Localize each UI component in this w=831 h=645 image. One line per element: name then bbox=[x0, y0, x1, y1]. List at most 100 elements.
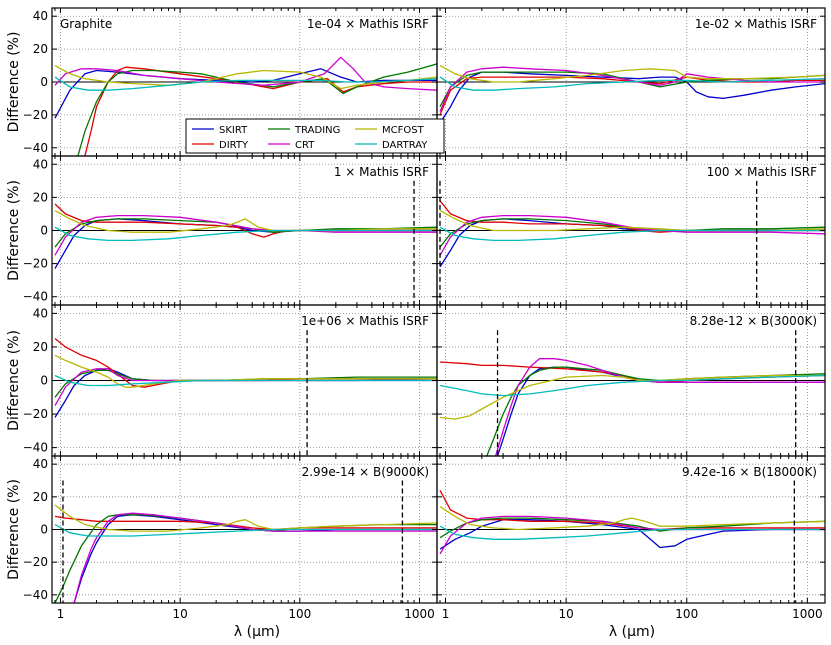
y-tick-label: 0 bbox=[40, 75, 48, 89]
y-tick-label: 0 bbox=[40, 224, 48, 238]
legend-label-dartray: DARTRAY bbox=[382, 140, 428, 151]
series-line-dirty bbox=[54, 515, 437, 531]
x-tick-label: 1 bbox=[442, 607, 450, 621]
y-tick-label: −20 bbox=[23, 257, 48, 271]
grid bbox=[437, 8, 825, 156]
y-tick-label: −20 bbox=[23, 555, 48, 569]
grid bbox=[437, 156, 825, 305]
y-tick-label: 0 bbox=[40, 374, 48, 388]
series-line-crt bbox=[54, 368, 437, 407]
y-tick-label: 40 bbox=[33, 457, 48, 471]
y-tick-label: 20 bbox=[33, 340, 48, 354]
legend-entry-dirty: DIRTY bbox=[192, 140, 249, 151]
panel-title: 1e+06 × Mathis ISRF bbox=[301, 314, 429, 328]
series-group bbox=[439, 200, 825, 268]
x-axis-label-left: λ (μm) bbox=[234, 624, 280, 640]
series-line-mcfost bbox=[54, 504, 437, 532]
legend-label-trading: TRADING bbox=[294, 125, 340, 136]
y-tick-label: −40 bbox=[23, 141, 48, 155]
series-line-mcfost bbox=[439, 65, 825, 83]
legend-entry-dartray: DARTRAY bbox=[355, 140, 428, 151]
ticks bbox=[52, 456, 437, 603]
series-line-dartray bbox=[54, 524, 437, 537]
y-axis-label: Difference (%) bbox=[6, 479, 22, 580]
series-group bbox=[54, 504, 437, 603]
panel-title: 9.42e-16 × B(18000K) bbox=[682, 465, 817, 479]
legend: SKIRT TRADING MCFOST DIRTY CRT DARTRAY bbox=[185, 118, 445, 154]
series-line-trading bbox=[439, 218, 825, 248]
series-line-skirt bbox=[439, 218, 825, 268]
legend-entry-crt: CRT bbox=[268, 140, 315, 151]
y-tick-label: −40 bbox=[23, 441, 48, 455]
x-tick-label: 100 bbox=[675, 607, 698, 621]
series-line-mcfost bbox=[439, 506, 825, 531]
series-line-skirt bbox=[439, 71, 825, 124]
series-line-trading bbox=[54, 218, 437, 248]
series-group bbox=[54, 56, 437, 156]
series-group bbox=[439, 65, 825, 124]
x-tick-label: 1 bbox=[57, 607, 65, 621]
legend-label-crt: CRT bbox=[295, 140, 315, 151]
legend-label-mcfost: MCFOST bbox=[382, 125, 425, 136]
series-group bbox=[439, 358, 825, 456]
x-tick-label: 100 bbox=[288, 607, 311, 621]
series-line-dartray bbox=[54, 374, 437, 387]
series-line-dartray bbox=[54, 76, 437, 91]
series-line-dartray bbox=[54, 226, 437, 242]
series-line-crt bbox=[73, 512, 437, 603]
panel-title: 1 × Mathis ISRF bbox=[334, 165, 429, 179]
ticks bbox=[437, 156, 825, 305]
series-line-mcfost bbox=[54, 65, 437, 90]
panel-2: 1e-02 × Mathis ISRF bbox=[436, 7, 826, 157]
y-axis-label: Difference (%) bbox=[6, 180, 22, 281]
y-tick-label: −20 bbox=[23, 108, 48, 122]
panel-7: −40 −20 0 20 40 1 10 100 1000 2.99e-14 × B(9000K) bbox=[23, 455, 438, 621]
x-tick-label: 10 bbox=[558, 607, 573, 621]
y-tick-label: 20 bbox=[33, 490, 48, 504]
series-line-crt bbox=[494, 358, 825, 456]
panel-8: 1 10 100 1000 9.42e-16 × B(18000K) bbox=[436, 455, 826, 621]
panel-4: 100 × Mathis ISRF bbox=[436, 155, 826, 306]
panel-title: 1e-02 × Mathis ISRF bbox=[695, 17, 817, 31]
panel-title: 8.28e-12 × B(3000K) bbox=[690, 314, 817, 328]
series-line-trading bbox=[54, 369, 437, 398]
series-line-skirt bbox=[73, 514, 437, 603]
y-tick-label: 20 bbox=[33, 190, 48, 204]
legend-label-skirt: SKIRT bbox=[219, 125, 248, 136]
series-line-dartray bbox=[439, 76, 825, 91]
y-tick-label: 0 bbox=[40, 523, 48, 537]
panel-title: 2.99e-14 × B(9000K) bbox=[302, 465, 429, 479]
panel-title: 1e-04 × Mathis ISRF bbox=[307, 17, 429, 31]
series-group bbox=[54, 338, 437, 418]
series-line-dartray bbox=[439, 226, 825, 242]
series-line-crt bbox=[54, 214, 437, 256]
grid bbox=[437, 456, 825, 603]
series-line-dartray bbox=[439, 525, 825, 540]
x-tick-label: 1000 bbox=[404, 607, 435, 621]
y-tick-label: 40 bbox=[33, 157, 48, 171]
x-tick-label: 10 bbox=[172, 607, 187, 621]
series-line-dartray bbox=[439, 374, 825, 397]
panel-6: 8.28e-12 × B(3000K) bbox=[436, 304, 826, 457]
y-tick-label: 20 bbox=[33, 42, 48, 56]
legend-box bbox=[185, 118, 445, 154]
y-tick-label: −40 bbox=[23, 588, 48, 602]
series-line-mcfost bbox=[439, 210, 825, 232]
legend-label-dirty: DIRTY bbox=[219, 140, 249, 151]
series-line-dirty bbox=[439, 489, 825, 531]
series-line-skirt bbox=[439, 519, 825, 550]
panel-5: −40 −20 0 20 40 1e+06 × Mathis ISRF bbox=[23, 304, 438, 457]
panel-title: 100 × Mathis ISRF bbox=[707, 165, 818, 179]
series-line-skirt bbox=[54, 68, 437, 119]
series-line-skirt bbox=[54, 368, 437, 418]
graphite-label: Graphite bbox=[60, 17, 112, 31]
series-line-dirty bbox=[439, 76, 825, 116]
y-tick-label: −20 bbox=[23, 407, 48, 421]
x-axis-label-right: λ (μm) bbox=[609, 624, 655, 640]
ticks bbox=[437, 456, 825, 603]
series-line-skirt bbox=[54, 218, 437, 269]
ticks bbox=[52, 156, 437, 305]
series-group bbox=[54, 203, 437, 269]
series-line-crt bbox=[439, 214, 825, 256]
